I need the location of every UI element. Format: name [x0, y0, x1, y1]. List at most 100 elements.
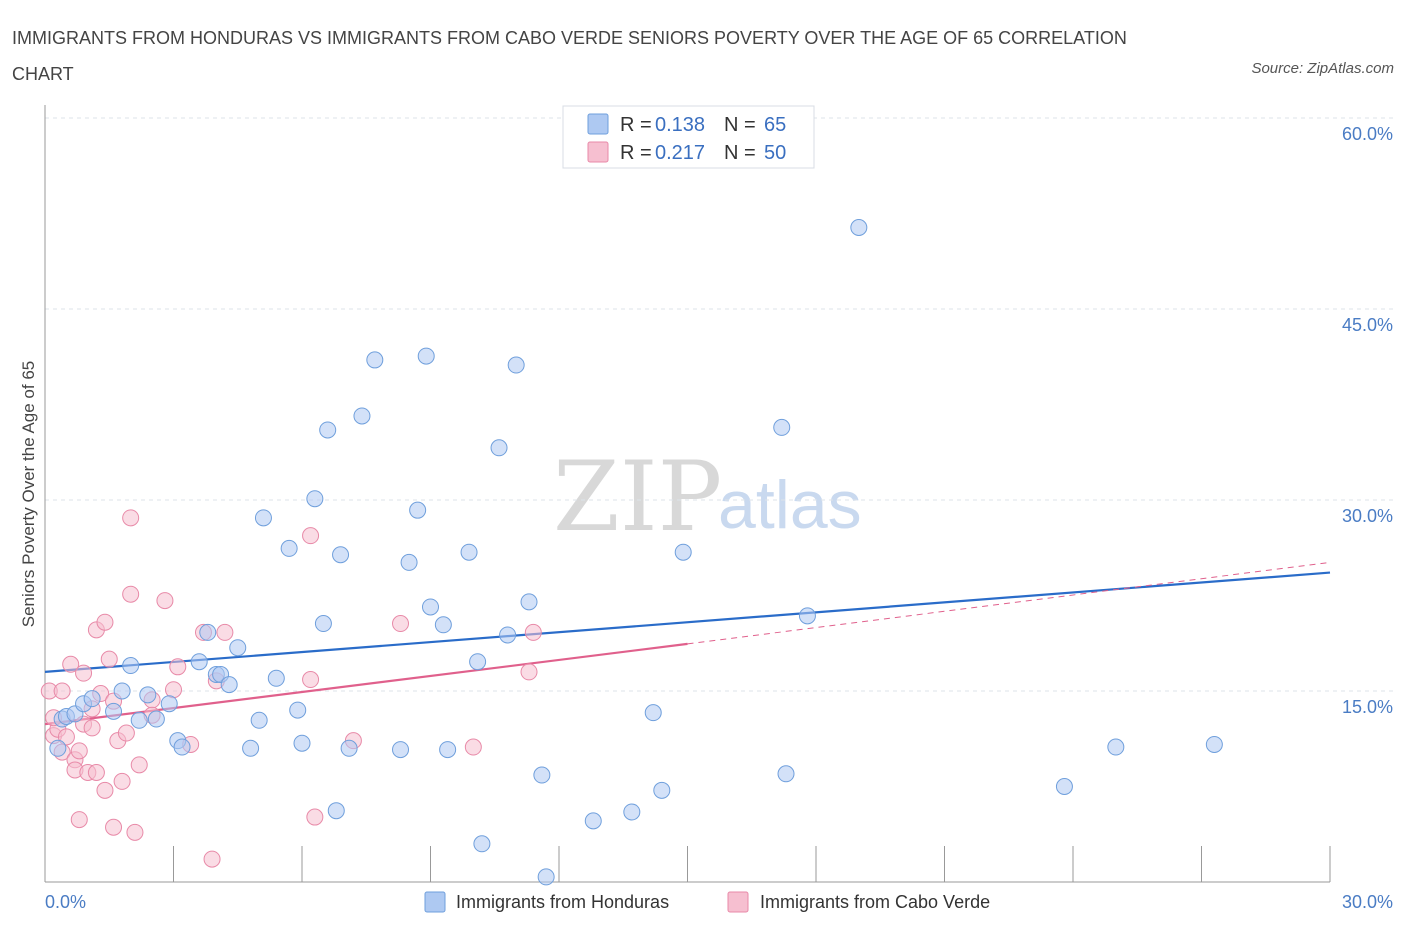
point-honduras-61	[1055, 778, 1073, 795]
trend-line-caboverde-extension	[687, 561, 1331, 645]
point-caboverde-24	[113, 772, 131, 790]
y-tick-label-1: 30.0%	[1342, 506, 1393, 526]
point-honduras-39	[417, 347, 435, 365]
legend-swatch-caboverde	[587, 141, 609, 163]
point-honduras-33	[340, 739, 358, 757]
point-honduras-28	[306, 490, 324, 508]
point-honduras-44	[469, 653, 487, 671]
point-caboverde-45	[520, 663, 538, 681]
point-honduras-16	[199, 623, 217, 641]
point-caboverde-12	[75, 664, 93, 682]
point-honduras-15	[190, 653, 208, 671]
point-caboverde-27	[122, 585, 140, 603]
point-honduras-36	[392, 741, 410, 759]
point-caboverde-38	[216, 623, 234, 641]
point-caboverde-41	[306, 808, 324, 826]
point-honduras-0	[49, 739, 67, 757]
point-caboverde-44	[464, 738, 482, 756]
point-honduras-63	[1205, 735, 1223, 753]
legend-r-label-honduras: R =	[620, 114, 652, 136]
trend-line-honduras	[44, 571, 1331, 673]
axes	[44, 105, 1331, 883]
point-caboverde-43	[392, 615, 410, 633]
legend-n-value-honduras: 65	[764, 114, 786, 136]
y-tick-label-2: 45.0%	[1342, 315, 1393, 335]
legend-n-label-honduras: N =	[724, 114, 756, 136]
point-honduras-9	[130, 711, 148, 729]
point-honduras-23	[254, 509, 272, 527]
point-caboverde-10	[70, 742, 88, 760]
point-honduras-38	[409, 501, 427, 519]
point-honduras-34	[353, 407, 371, 425]
point-honduras-48	[507, 356, 525, 374]
point-caboverde-5	[57, 728, 75, 746]
point-honduras-7	[113, 682, 131, 700]
point-honduras-20	[229, 639, 247, 657]
legend-r-label-caboverde: R =	[620, 142, 652, 164]
point-caboverde-15	[83, 719, 101, 737]
watermark-zip: ZIP	[553, 441, 722, 553]
point-honduras-19	[220, 676, 238, 694]
point-honduras-49	[520, 593, 538, 611]
point-caboverde-31	[156, 592, 174, 610]
point-caboverde-46	[524, 623, 542, 641]
caboverde-points	[40, 509, 542, 868]
chart-title: IMMIGRANTS FROM HONDURAS VS IMMIGRANTS F…	[12, 28, 1127, 84]
point-honduras-41	[434, 616, 452, 634]
point-honduras-64	[798, 607, 816, 625]
point-honduras-60	[850, 219, 868, 237]
point-honduras-54	[644, 704, 662, 722]
point-honduras-59	[777, 765, 795, 783]
point-caboverde-9	[70, 811, 88, 829]
legend-swatch-honduras	[587, 113, 609, 135]
legend-r-value-caboverde: 0.217	[655, 142, 705, 164]
point-caboverde-4	[53, 682, 71, 700]
stats-legend: R = 0.138 N = 65 R = 0.217 N = 50	[562, 105, 815, 169]
point-honduras-32	[332, 546, 350, 564]
x-tick-label-0: 0.0%	[45, 892, 86, 912]
watermark: ZIP atlas	[553, 441, 862, 553]
gridlines	[45, 117, 1395, 692]
point-honduras-25	[280, 539, 298, 557]
legend-r-value-honduras: 0.138	[655, 114, 705, 136]
series-legend-label-caboverde: Immigrants from Cabo Verde	[760, 892, 990, 912]
point-caboverde-28	[126, 823, 144, 841]
point-honduras-46	[490, 439, 508, 457]
point-honduras-53	[623, 803, 641, 821]
point-honduras-35	[366, 351, 384, 369]
point-honduras-14	[173, 738, 191, 756]
series-legend: Immigrants from Honduras Immigrants from…	[424, 891, 990, 913]
legend-n-value-caboverde: 50	[764, 142, 786, 164]
y-tick-label-3: 60.0%	[1342, 124, 1393, 144]
point-honduras-30	[319, 421, 337, 439]
series-legend-swatch-caboverde	[727, 891, 749, 913]
point-honduras-62	[1107, 738, 1125, 756]
y-tick-label-0: 15.0%	[1342, 697, 1393, 717]
y-tick-labels: 15.0% 30.0% 45.0% 60.0%	[1342, 124, 1393, 717]
legend-n-label-caboverde: N =	[724, 142, 756, 164]
point-honduras-24	[267, 669, 285, 687]
point-honduras-5	[83, 690, 101, 708]
point-caboverde-6	[62, 655, 80, 673]
point-honduras-27	[293, 734, 311, 752]
x-tick-label-1: 30.0%	[1342, 892, 1393, 912]
point-caboverde-20	[96, 781, 114, 799]
point-honduras-22	[250, 711, 268, 729]
watermark-atlas: atlas	[718, 467, 862, 543]
point-honduras-21	[242, 739, 260, 757]
series-legend-swatch-honduras	[424, 891, 446, 913]
point-honduras-50	[533, 766, 551, 784]
honduras-points	[49, 142, 1223, 886]
x-tick-labels: 0.0% 30.0%	[45, 892, 1393, 912]
point-caboverde-32	[165, 681, 182, 699]
point-honduras-10	[139, 686, 157, 704]
point-honduras-40	[422, 598, 439, 616]
point-honduras-51	[537, 868, 555, 886]
point-caboverde-16	[87, 763, 105, 781]
point-honduras-43	[460, 543, 478, 561]
point-caboverde-19	[96, 613, 114, 631]
point-honduras-52	[584, 812, 602, 830]
point-honduras-26	[289, 701, 307, 719]
point-honduras-31	[327, 802, 345, 820]
